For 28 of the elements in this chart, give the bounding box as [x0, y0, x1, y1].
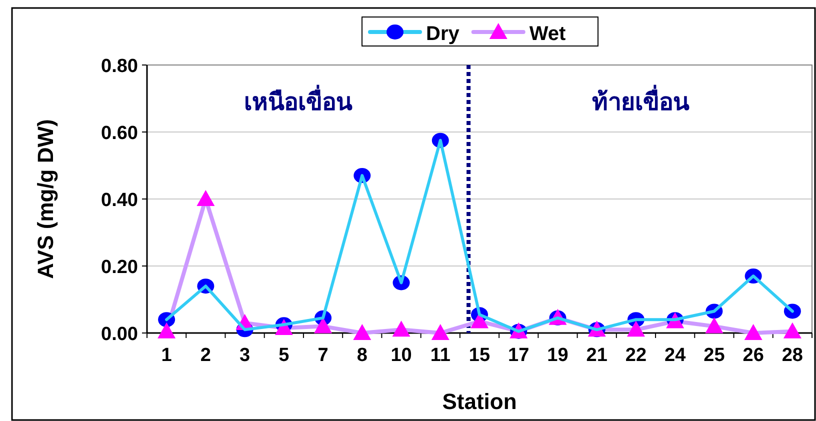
legend-label: Dry: [426, 23, 460, 45]
x-tick-label: 8: [356, 345, 368, 366]
y-axis-title: AVS (mg/g DW): [33, 119, 58, 279]
annotation: เหนือเขื่อน: [244, 84, 353, 116]
x-tick-label: 7: [318, 345, 328, 366]
x-tick-label: 26: [742, 345, 764, 366]
x-tick-label: 21: [586, 345, 608, 366]
annotation: ท้ายเขื่อน: [592, 84, 690, 116]
x-axis-title: Station: [442, 389, 517, 414]
x-tick-label: 11: [430, 345, 451, 366]
x-tick-label: 3: [240, 345, 250, 366]
y-tick-label: 0.80: [101, 56, 138, 77]
y-tick-label: 0.40: [101, 190, 138, 211]
x-tick-label: 28: [782, 345, 804, 366]
x-tick-label: 19: [547, 345, 568, 366]
x-tick-label: 1: [161, 345, 172, 366]
x-tick-label: 25: [704, 345, 726, 366]
y-tick-label: 0.20: [101, 257, 138, 278]
x-tick-label: 10: [390, 345, 412, 366]
y-tick-label: 0.00: [101, 324, 138, 345]
x-tick-label: 2: [200, 345, 211, 366]
x-tick-label: 17: [508, 345, 530, 366]
legend-label: Wet: [529, 23, 566, 45]
x-tick-label: 22: [625, 345, 647, 366]
y-tick-label: 0.60: [101, 123, 138, 144]
x-tick-label: 5: [278, 345, 290, 366]
x-tick-label: 15: [468, 345, 490, 366]
x-tick-label: 24: [664, 345, 686, 366]
